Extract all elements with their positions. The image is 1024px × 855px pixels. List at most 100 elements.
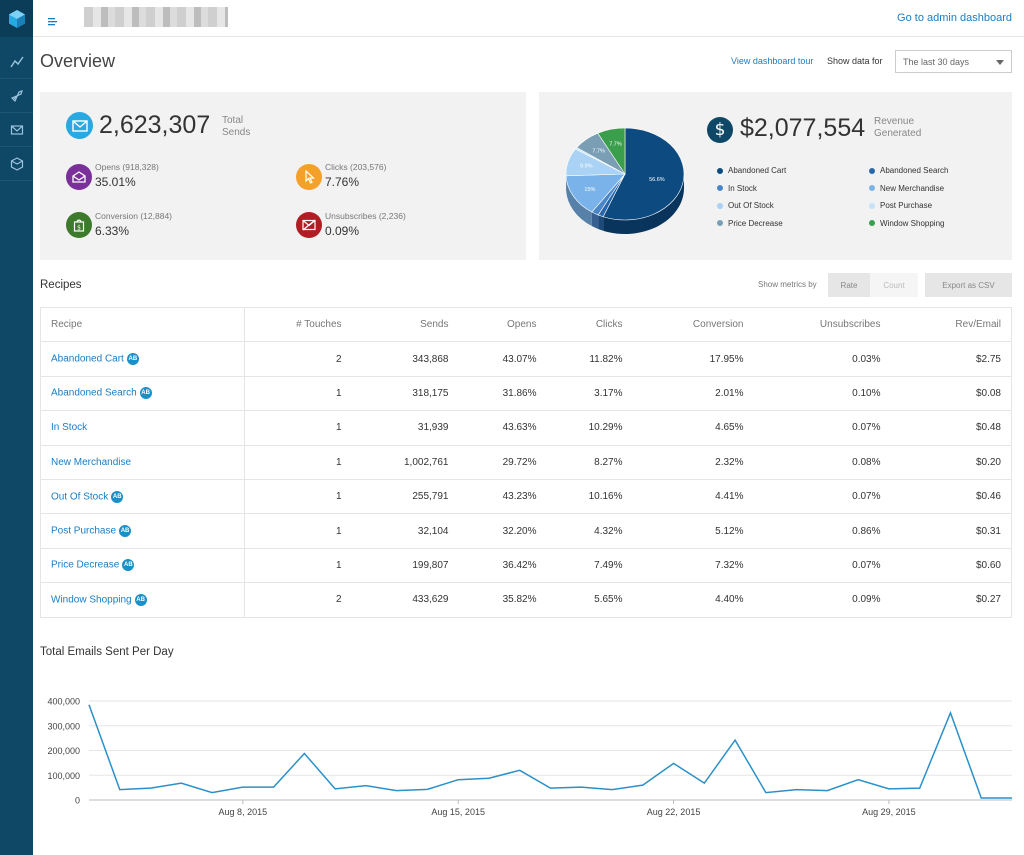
legend-swatch — [869, 185, 875, 191]
data-point[interactable] — [856, 778, 860, 782]
conversion-value: 6.33% — [95, 224, 130, 238]
rate-toggle-button[interactable]: Rate — [828, 273, 870, 297]
data-point[interactable] — [979, 796, 983, 800]
touches-cell: 1 — [244, 478, 352, 515]
legend-item[interactable]: Abandoned Search — [869, 166, 949, 175]
nav-analytics[interactable] — [0, 45, 33, 79]
unsubscribes-icon — [296, 212, 322, 238]
nav-products[interactable] — [0, 147, 33, 181]
recipe-link[interactable]: Abandoned Search — [51, 388, 137, 400]
recipe-link[interactable]: New Merchandise — [51, 456, 132, 468]
data-point[interactable] — [87, 703, 91, 707]
conversion-cell: 7.32% — [632, 547, 754, 584]
data-point[interactable] — [179, 781, 183, 785]
data-point[interactable] — [887, 787, 891, 791]
unsubscribes-cell: 0.07% — [753, 410, 891, 446]
data-point[interactable] — [610, 788, 614, 792]
data-point[interactable] — [272, 785, 276, 789]
recipes-table: Recipe # Touches Sends Opens Clicks Conv… — [40, 306, 1012, 618]
ab-test-badge[interactable]: AB — [134, 593, 147, 606]
nav-emails[interactable] — [0, 113, 33, 147]
ab-test-badge[interactable]: AB — [111, 490, 124, 503]
recipe-link[interactable]: Abandoned Cart — [51, 353, 124, 365]
legend-item[interactable]: Price Decrease — [717, 219, 783, 228]
pie-slice[interactable] — [602, 127, 685, 221]
legend-swatch — [717, 220, 723, 226]
legend-item[interactable]: New Merchandise — [869, 184, 944, 193]
recipe-link[interactable]: Price Decrease — [51, 560, 120, 572]
data-point[interactable] — [302, 751, 306, 755]
legend-item[interactable]: Post Purchase — [869, 201, 932, 210]
data-point[interactable] — [518, 768, 522, 772]
col-sends[interactable]: Sends — [351, 306, 459, 343]
emails-chart-title: Total Emails Sent Per Day — [40, 646, 174, 658]
legend-item[interactable]: In Stock — [717, 184, 757, 193]
data-point[interactable] — [579, 785, 583, 789]
data-point[interactable] — [333, 787, 337, 791]
data-point[interactable] — [549, 786, 553, 790]
menu-toggle-icon[interactable] — [48, 13, 58, 31]
col-rev-email[interactable]: Rev/Email — [890, 306, 1012, 343]
export-csv-button[interactable]: Export as CSV — [925, 273, 1012, 297]
recipe-link[interactable]: In Stock — [51, 422, 88, 434]
clicks-cell: 3.17% — [546, 375, 633, 412]
data-point[interactable] — [395, 789, 399, 793]
data-point[interactable] — [733, 738, 737, 742]
pie-slice-label: 56.6% — [649, 177, 665, 183]
legend-item[interactable]: Out Of Stock — [717, 201, 774, 210]
data-point[interactable] — [918, 786, 922, 790]
legend-item[interactable]: Abandoned Cart — [717, 166, 786, 175]
app-logo[interactable] — [0, 0, 33, 37]
show-data-label: Show data for — [827, 56, 883, 66]
data-point[interactable] — [764, 791, 768, 795]
col-touches[interactable]: # Touches — [244, 306, 352, 343]
dashboard-tour-link[interactable]: View dashboard tour — [731, 56, 814, 66]
count-toggle-button[interactable]: Count — [870, 273, 918, 297]
account-name-redacted — [84, 7, 228, 27]
ab-test-badge[interactable]: AB — [122, 559, 135, 572]
clicks-cell: 5.65% — [546, 582, 633, 618]
col-clicks[interactable]: Clicks — [546, 306, 633, 343]
x-tick-label: Aug 8, 2015 — [219, 807, 268, 817]
data-point[interactable] — [456, 778, 460, 782]
opens-cell: 43.23% — [458, 478, 547, 515]
data-point[interactable] — [425, 787, 429, 791]
touches-cell: 1 — [244, 410, 352, 446]
col-recipe[interactable]: Recipe — [40, 306, 245, 343]
data-point[interactable] — [241, 785, 245, 789]
col-opens[interactable]: Opens — [458, 306, 547, 343]
legend-label: Price Decrease — [728, 218, 783, 228]
data-point[interactable] — [825, 789, 829, 793]
data-point[interactable] — [672, 761, 676, 765]
pie-slice[interactable] — [565, 173, 626, 213]
data-point[interactable] — [1010, 796, 1014, 800]
pie-slice[interactable] — [597, 127, 626, 175]
ab-test-badge[interactable]: AB — [139, 387, 152, 400]
data-point[interactable] — [948, 711, 952, 715]
data-point[interactable] — [364, 784, 368, 788]
recipe-link[interactable]: Out Of Stock — [51, 491, 109, 503]
y-tick-label: 400,000 — [47, 697, 80, 707]
data-point[interactable] — [487, 776, 491, 780]
data-point[interactable] — [702, 781, 706, 785]
recipe-link[interactable]: Post Purchase — [51, 525, 117, 537]
data-point[interactable] — [210, 791, 214, 795]
period-select[interactable]: The last 30 days — [895, 50, 1012, 73]
col-unsubscribes[interactable]: Unsubscribes — [753, 306, 891, 343]
rev-email-cell: $0.20 — [890, 444, 1012, 480]
col-conversion[interactable]: Conversion — [632, 306, 754, 343]
unsubscribes-label: Unsubscribes (2,236) — [325, 211, 406, 221]
data-point[interactable] — [795, 788, 799, 792]
legend-item[interactable]: Window Shopping — [869, 219, 944, 228]
pie-slice-label: 9.9% — [580, 164, 593, 170]
ab-test-badge[interactable]: AB — [126, 353, 139, 366]
nav-campaigns[interactable] — [0, 79, 33, 113]
table-row: In Stock 1 31,939 43.63% 10.29% 4.65% 0.07% $0.… — [40, 410, 1012, 446]
admin-dashboard-link[interactable]: Go to admin dashboard — [897, 12, 1012, 24]
data-point[interactable] — [118, 788, 122, 792]
data-point[interactable] — [641, 783, 645, 787]
data-point[interactable] — [149, 786, 153, 790]
recipe-link[interactable]: Window Shopping — [51, 594, 132, 606]
y-tick-label: 100,000 — [47, 771, 80, 781]
ab-test-badge[interactable]: AB — [119, 525, 132, 538]
